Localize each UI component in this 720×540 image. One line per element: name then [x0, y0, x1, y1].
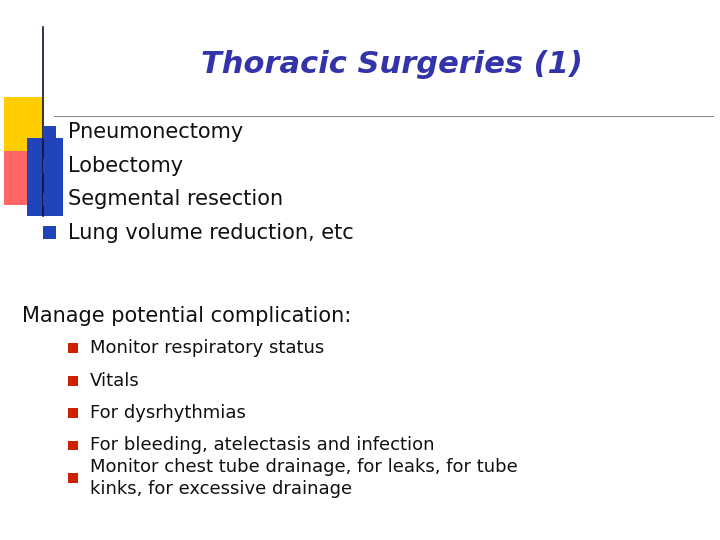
Text: For dysrhythmias: For dysrhythmias [90, 404, 246, 422]
Bar [43, 192, 56, 206]
Text: For bleeding, atelectasis and infection: For bleeding, atelectasis and infection [90, 436, 434, 455]
Bar [68, 376, 78, 386]
Bar [68, 473, 78, 483]
Bar [68, 343, 78, 353]
Bar [43, 159, 56, 172]
Text: Monitor chest tube drainage, for leaks, for tube
kinks, for excessive drainage: Monitor chest tube drainage, for leaks, … [90, 458, 518, 498]
Bar [43, 226, 56, 240]
Bar [68, 441, 78, 450]
Text: Pneumonectomy: Pneumonectomy [68, 122, 243, 143]
Text: Lung volume reduction, etc: Lung volume reduction, etc [68, 222, 354, 243]
Bar [4, 97, 43, 151]
Text: Manage potential complication:: Manage potential complication: [22, 306, 351, 326]
Text: Vitals: Vitals [90, 372, 140, 390]
Text: Lobectomy: Lobectomy [68, 156, 184, 176]
Bar [27, 138, 63, 216]
Text: Segmental resection: Segmental resection [68, 189, 284, 210]
Bar [43, 125, 56, 139]
Text: Thoracic Surgeries (1): Thoracic Surgeries (1) [202, 50, 583, 79]
Bar [68, 408, 78, 418]
Bar [4, 151, 36, 205]
Text: Monitor respiratory status: Monitor respiratory status [90, 339, 324, 357]
